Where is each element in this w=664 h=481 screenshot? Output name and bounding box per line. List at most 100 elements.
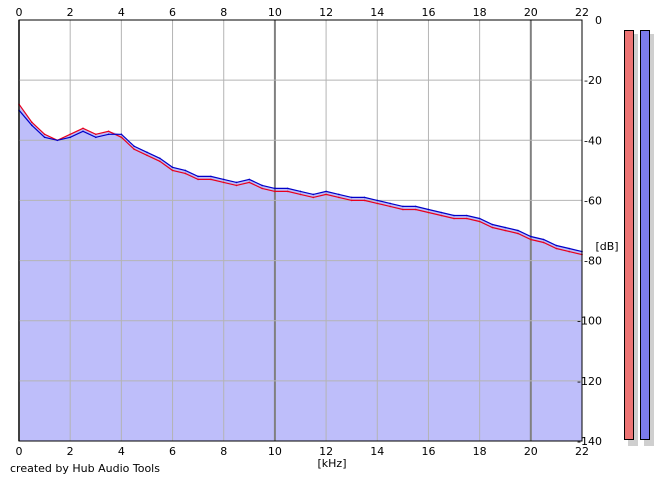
data-point (43, 136, 46, 139)
x-tick-top: 2 (67, 6, 74, 19)
credit-text: created by Hub Audio Tools (10, 462, 160, 475)
data-point (402, 208, 404, 211)
data-point (325, 190, 327, 193)
data-point (453, 217, 455, 220)
data-point (43, 133, 46, 136)
data-point (120, 133, 123, 136)
data-point (82, 127, 84, 130)
x-tick-bottom: 20 (524, 445, 538, 458)
data-point (159, 160, 161, 163)
data-point (286, 190, 289, 193)
x-tick-top: 0 (16, 6, 23, 19)
spectrum-fill-area (19, 104, 582, 441)
x-tick-top: 22 (575, 6, 589, 19)
x-tick-top: 18 (473, 6, 487, 19)
x-tick-bottom: 16 (421, 445, 435, 458)
x-tick-top: 8 (220, 6, 227, 19)
data-point (299, 193, 302, 196)
data-point (197, 178, 199, 181)
data-point (274, 190, 276, 193)
data-point (376, 202, 379, 205)
y-tick: 0 (595, 14, 602, 27)
data-point (440, 214, 443, 217)
data-point (389, 205, 391, 208)
data-point (222, 181, 225, 184)
data-point (159, 157, 161, 160)
data-point (530, 238, 532, 241)
data-point (414, 205, 417, 208)
data-point (491, 226, 494, 229)
data-point (133, 145, 135, 148)
y-tick: -100 (577, 315, 602, 328)
data-point (350, 199, 353, 202)
x-tick-top: 10 (268, 6, 282, 19)
data-point (325, 193, 327, 196)
x-tick-top: 4 (118, 6, 125, 19)
y-tick: -40 (584, 134, 602, 147)
data-point (414, 208, 417, 211)
data-point (95, 133, 97, 136)
data-point (504, 229, 507, 232)
y-axis-label: [dB] (595, 240, 618, 253)
y-tick: -140 (577, 435, 602, 448)
data-point (350, 196, 353, 199)
x-tick-bottom: 12 (319, 445, 333, 458)
data-point (120, 136, 123, 139)
data-point (440, 211, 443, 214)
spectrum-fill (19, 104, 582, 441)
x-tick-bottom: 14 (370, 445, 384, 458)
data-point (530, 235, 532, 238)
x-tick-top: 6 (169, 6, 176, 19)
data-point (31, 121, 33, 123)
x-tick-bottom: 2 (67, 445, 74, 458)
data-point (568, 250, 570, 253)
data-point (146, 154, 148, 157)
y-tick: -80 (584, 255, 602, 268)
data-point (389, 202, 391, 205)
x-tick-bottom: 8 (220, 445, 227, 458)
plot-border (18, 19, 583, 442)
x-tick-top: 14 (370, 6, 384, 19)
data-point (210, 175, 212, 178)
data-point (402, 205, 404, 208)
data-point (274, 187, 276, 190)
data-point (146, 151, 148, 154)
data-point (299, 190, 302, 193)
data-point (171, 166, 174, 169)
data-point (363, 199, 366, 202)
x-axis-label: [kHz] (318, 457, 347, 470)
data-point (133, 148, 135, 151)
data-point (376, 199, 379, 202)
left-level-meter (624, 30, 634, 440)
data-point (504, 226, 507, 229)
data-point (261, 187, 263, 190)
data-point (261, 184, 263, 187)
x-tick-bottom: 18 (473, 445, 487, 458)
data-point (568, 247, 570, 250)
data-point (95, 136, 97, 139)
data-point (107, 130, 110, 133)
data-point (363, 196, 366, 199)
spectrum-series (18, 103, 583, 256)
data-point (466, 217, 468, 220)
data-point (171, 169, 174, 172)
axis-ticks: 002244668810101212141416161818202022220-… (16, 6, 603, 458)
x-tick-top: 20 (524, 6, 538, 19)
data-point (107, 133, 110, 136)
data-point (197, 175, 199, 178)
right-level-meter (640, 30, 650, 440)
x-tick-bottom: 0 (16, 445, 23, 458)
data-point (184, 172, 187, 175)
data-point (542, 241, 545, 244)
data-point (338, 193, 340, 196)
data-point (491, 223, 494, 226)
data-point (82, 130, 84, 133)
data-point (210, 178, 212, 181)
data-point (427, 208, 430, 211)
x-tick-bottom: 22 (575, 445, 589, 458)
data-point (466, 214, 468, 217)
data-point (338, 196, 340, 199)
data-point (235, 184, 238, 187)
data-point (31, 124, 33, 127)
x-tick-top: 16 (421, 6, 435, 19)
